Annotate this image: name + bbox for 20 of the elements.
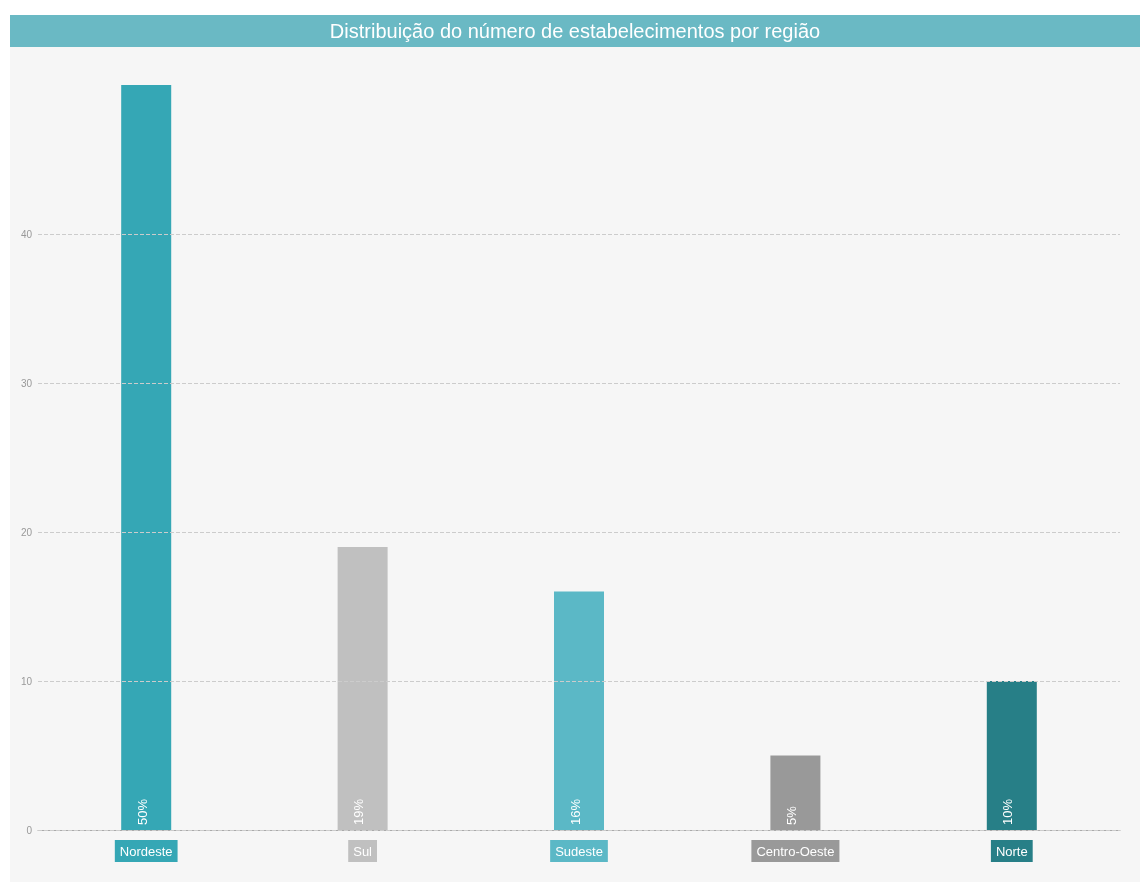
x-tick-label: Norte — [995, 844, 1028, 859]
y-tick-label: 40 — [20, 228, 33, 240]
bar — [121, 85, 172, 830]
bar — [554, 591, 604, 830]
x-tick-label: Sudeste — [555, 844, 603, 859]
chart-title: Distribuição do número de estabelecimentos por região — [10, 15, 1140, 47]
data-label: 19% — [351, 798, 367, 825]
data-label: 5% — [783, 805, 799, 825]
y-tick-label: 20 — [20, 526, 33, 538]
bar — [770, 755, 821, 830]
x-tick-label: Sul — [353, 844, 373, 859]
data-label: 16% — [567, 798, 583, 825]
y-tick-label: 0 — [26, 824, 33, 836]
y-tick-label: 10 — [20, 675, 33, 687]
bar — [986, 681, 1037, 830]
x-tick-label: Nordeste — [119, 844, 173, 859]
x-tick-label: Centro-Oeste — [756, 844, 835, 859]
y-tick-label: 30 — [20, 377, 33, 389]
data-label: 10% — [1000, 798, 1016, 825]
data-label: 50% — [134, 798, 150, 825]
